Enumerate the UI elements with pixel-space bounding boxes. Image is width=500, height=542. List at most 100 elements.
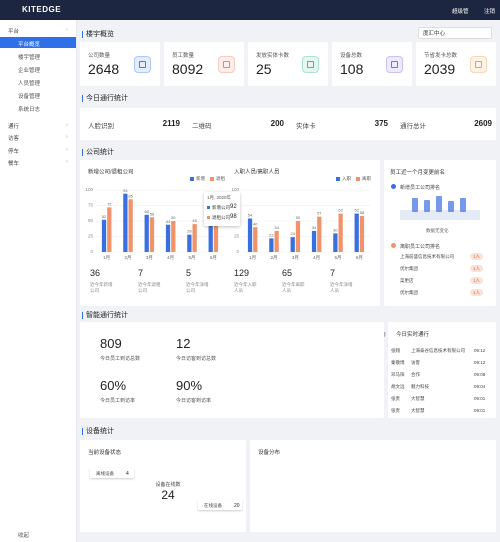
smart-label: 今日访客到访率 — [176, 398, 212, 404]
bar — [338, 213, 343, 252]
bar — [171, 221, 176, 252]
collapse[interactable]: 收起 — [18, 533, 30, 539]
nav-group[interactable]: 通行 — [8, 123, 20, 130]
top-bar — [0, 0, 500, 20]
nav-group[interactable]: 餐车 — [8, 161, 20, 167]
bar — [311, 230, 317, 252]
building-select[interactable] — [418, 27, 492, 39]
x-tick-label: 1月 — [249, 255, 256, 261]
ranking-count: 1人 — [470, 253, 484, 260]
card — [248, 42, 328, 86]
live-cell: 魅力科技 — [411, 384, 429, 389]
legend-swatch — [356, 177, 360, 181]
bar — [213, 214, 219, 252]
x-tick-label: 6月 — [356, 255, 363, 261]
tooltip-swatch — [207, 216, 210, 219]
nav-group[interactable]: 平台 — [8, 29, 20, 35]
tooltip-name: 退租公司 — [212, 215, 230, 220]
traffic-value: 375 — [374, 119, 388, 128]
logout[interactable]: 注销 — [484, 9, 496, 15]
x-tick-label: 3月 — [146, 255, 153, 261]
empty-illustration — [436, 196, 442, 212]
live-cell: 09:01 — [474, 396, 486, 401]
bar-value-label: 50 — [171, 215, 176, 220]
card — [80, 440, 246, 532]
card-label: 设备总数 — [340, 53, 363, 59]
bar-value-label: 58 — [360, 210, 365, 215]
live-cell: 张贵 — [391, 408, 400, 413]
traffic-value: 2119 — [162, 119, 180, 128]
bar-value-label: 54 — [248, 213, 253, 218]
nav-item[interactable]: 设备管理 — [18, 93, 41, 100]
card — [388, 322, 496, 418]
bar — [192, 224, 197, 252]
traffic-label: 人脸识别 — [88, 123, 114, 130]
nav-group[interactable]: 访客 — [8, 136, 20, 142]
live-cell: 张翔 — [391, 348, 400, 353]
card-value: 2039 — [424, 61, 456, 77]
bar — [128, 199, 133, 252]
nav-item[interactable]: 楼宇管理 — [18, 54, 41, 61]
bar-value-label: 44 — [166, 219, 171, 224]
stat-label: 近今年退租公司 — [138, 282, 161, 293]
live-cell: 09:01 — [474, 408, 486, 413]
card-icon — [134, 56, 151, 73]
tooltip: 1月, 2020年 新增公司 92 退租公司 98 — [204, 192, 240, 226]
smart-value: 12 — [176, 336, 191, 351]
legend-label: 退租 — [216, 175, 225, 182]
stat-value: 65 — [282, 268, 293, 278]
card-value: 108 — [340, 61, 364, 77]
ranking-icon — [391, 184, 396, 189]
nav-item[interactable]: 系统日志 — [18, 106, 41, 113]
nav-arrow: › — [66, 159, 68, 165]
card — [80, 42, 160, 86]
smart-value: 90% — [176, 378, 203, 393]
user-name[interactable]: 超级管 — [452, 9, 469, 15]
bar-value-label: 34 — [312, 225, 317, 230]
section-title: 智能通行统计 — [82, 312, 128, 319]
ranking-leave-title: 离职员工公司排名 — [400, 244, 441, 250]
chart-title: 入职人员/离职人员 — [234, 167, 280, 175]
ranking-title: 员工近一个月变更前名 — [390, 170, 446, 176]
legend-swatch — [336, 177, 340, 181]
live-cell: 张贵 — [391, 396, 400, 401]
section-title: 楼宇概览 — [82, 31, 114, 38]
nav-arrow: › — [66, 27, 68, 33]
section-title: 设备统计 — [82, 428, 114, 435]
nav-item[interactable]: 企业管理 — [18, 67, 41, 74]
card-icon — [386, 56, 403, 73]
live-cell: 09:12 — [474, 360, 486, 365]
bar-value-label: 57 — [317, 211, 322, 216]
nav-group[interactable]: 停车 — [8, 148, 20, 155]
donut-center-value: 24 — [161, 488, 175, 502]
card — [164, 42, 244, 86]
ranking-empty: 数据无变化 — [426, 228, 449, 233]
bar-value-label: 24 — [290, 231, 295, 236]
traffic-value: 200 — [270, 119, 284, 128]
bar-value-label: 22 — [269, 232, 274, 237]
bar — [295, 221, 301, 252]
bar-value-label: 52 — [102, 214, 107, 219]
callout-label: 离线设备 — [96, 470, 114, 476]
card-icon-glyph — [139, 61, 146, 68]
legend-swatch — [210, 177, 214, 181]
ranking-name: 优尔集团 — [400, 266, 418, 271]
status-title: 当前设备状态 — [88, 450, 122, 456]
live-cell: 09:04 — [474, 384, 486, 389]
bar-value-label: 40 — [253, 221, 258, 226]
card-icon — [470, 56, 487, 73]
tooltip-swatch — [207, 206, 210, 209]
bar — [247, 218, 253, 252]
live-cell: 访客 — [411, 360, 420, 365]
live-cell: 大智慧 — [411, 408, 425, 413]
y-tick-label: 25 — [234, 234, 240, 239]
smart-label: 今日员工到访率 — [100, 398, 136, 404]
nav-item[interactable]: 人员管理 — [18, 80, 41, 87]
stat-label: 近今年新增公司 — [90, 282, 113, 293]
nav-item[interactable]: 平台概览 — [18, 41, 41, 48]
card-label: 公司数量 — [88, 53, 111, 59]
stat-label: 近今年入职人员 — [234, 282, 257, 293]
building-name[interactable]: 度汇中心 — [423, 31, 446, 37]
chart-title: 新增公司/退租公司 — [88, 167, 134, 175]
legend-label: 新增 — [196, 175, 205, 182]
